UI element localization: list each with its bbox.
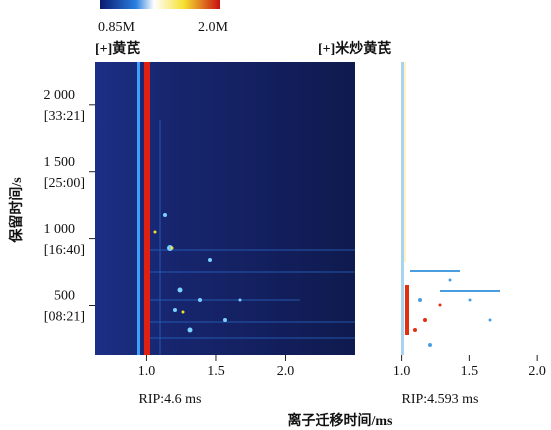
colorbar-min: 0.85M — [98, 20, 136, 35]
x-tick-label: 1.5 — [207, 364, 225, 379]
x-tick-label: 1.0 — [138, 364, 156, 379]
x-tick-label: 1.0 — [393, 364, 411, 379]
heatmap-left — [95, 62, 355, 355]
y-tick-time: [16:40] — [44, 243, 85, 258]
y-tick-label: 1 500 — [44, 155, 76, 170]
y-tick-label: 1 000 — [44, 222, 76, 237]
rip-right: RIP:4.593 ms — [401, 392, 478, 407]
x-axis-label: 离子迁移时间/ms — [288, 412, 394, 429]
y-tick-label: 500 — [54, 289, 75, 304]
y-tick-time: [08:21] — [44, 310, 85, 325]
y-axis-label: 保留时间/s — [8, 177, 25, 244]
y-tick-time: [33:21] — [44, 109, 85, 124]
y-tick-label: 2 000 — [44, 88, 76, 103]
x-tick-label: 2.0 — [528, 364, 546, 379]
colorbar — [100, 0, 220, 9]
title-left: [+]黄芪 — [95, 40, 140, 57]
heatmap-right — [401, 62, 500, 355]
colorbar-max: 2.0M — [198, 20, 229, 35]
x-tick-label: 2.0 — [277, 364, 295, 379]
y-tick-time: [25:00] — [44, 176, 85, 191]
x-tick-label: 1.5 — [461, 364, 479, 379]
title-right: [+]米炒黄芪 — [318, 40, 391, 57]
rip-left: RIP:4.6 ms — [138, 392, 201, 407]
